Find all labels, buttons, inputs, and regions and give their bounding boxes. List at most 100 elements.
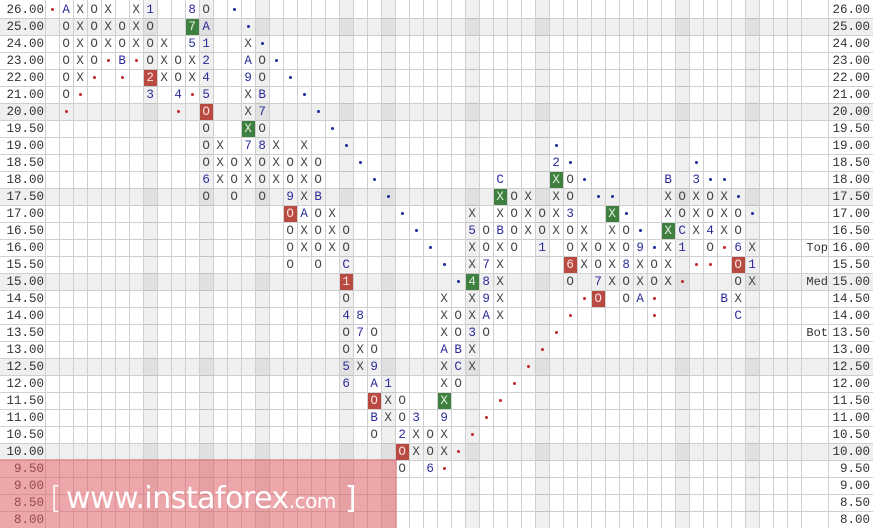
watermark-logo: [ www.instaforex.com ] (0, 459, 397, 528)
price-row (0, 308, 873, 325)
red-dot (652, 297, 656, 300)
grid-line (534, 0, 536, 528)
o-box: O (342, 224, 350, 238)
blue-dot (554, 144, 558, 147)
shaded-column (465, 0, 480, 528)
month-marker: B (314, 190, 322, 204)
o-box: O (510, 224, 518, 238)
blue-dot (722, 178, 726, 181)
blue-dot (442, 263, 446, 266)
o-box: O (286, 258, 294, 272)
x-box: X (440, 326, 448, 340)
o-box: O (706, 241, 714, 255)
price-label-right: 14.00 (832, 309, 870, 323)
price-row (0, 478, 873, 495)
x-box: X (468, 241, 476, 255)
price-label-right: 8.00 (839, 513, 870, 527)
x-box: X (437, 393, 451, 409)
red-dot (120, 76, 124, 79)
grid-line (282, 0, 284, 528)
o-box: O (258, 71, 266, 85)
price-row (0, 223, 873, 240)
o-box: O (482, 241, 490, 255)
x-box: X (188, 71, 196, 85)
grid-line (660, 0, 662, 528)
month-marker: 8 (356, 309, 364, 323)
price-label-right: 15.00 (832, 275, 870, 289)
grid-line (562, 0, 564, 528)
price-label-left: 19.00 (6, 139, 44, 153)
price-label-left: 15.00 (6, 275, 44, 289)
price-label-right: 18.00 (832, 173, 870, 187)
blue-dot (386, 195, 390, 198)
price-label-left: 11.00 (6, 411, 44, 425)
month-marker: 8 (188, 3, 196, 17)
x-box: X (496, 258, 504, 272)
grid-line (576, 0, 578, 528)
x-box: X (608, 258, 616, 272)
blue-dot (596, 195, 600, 198)
month-marker: 2 (202, 54, 210, 68)
blue-dot (302, 93, 306, 96)
o-box: O (62, 88, 70, 102)
price-label-left: 13.50 (6, 326, 44, 340)
o-box: O (230, 173, 238, 187)
month-marker: 9 (370, 360, 378, 374)
price-label-left: 19.50 (6, 122, 44, 136)
o-box: O (706, 190, 714, 204)
price-label-left: 18.50 (6, 156, 44, 170)
o-box: O (342, 343, 350, 357)
x-box: X (300, 156, 308, 170)
blue-dot (400, 212, 404, 215)
price-label-right: 17.00 (832, 207, 870, 221)
o-box: O (395, 444, 409, 460)
o-box: O (314, 224, 322, 238)
price-label-left: 14.50 (6, 292, 44, 306)
x-box: X (356, 360, 364, 374)
o-box: O (62, 54, 70, 68)
o-box: O (398, 462, 406, 476)
grid-line (772, 0, 774, 528)
x-box: X (496, 241, 504, 255)
x-box: X (608, 275, 616, 289)
x-box: X (580, 258, 588, 272)
month-marker: 6 (202, 173, 210, 187)
month-marker: 8 (482, 275, 490, 289)
price-label-left: 12.00 (6, 377, 44, 391)
x-box: X (300, 173, 308, 187)
x-box: X (468, 360, 476, 374)
grid-line (324, 0, 326, 528)
price-label-right: 15.50 (832, 258, 870, 272)
o-box: O (230, 190, 238, 204)
month-marker: 7 (258, 105, 266, 119)
x-box: X (440, 428, 448, 442)
month-marker: 9 (440, 411, 448, 425)
o-box: O (566, 173, 574, 187)
price-label-right: 24.00 (832, 37, 870, 51)
blue-dot (246, 25, 250, 28)
price-row (0, 87, 873, 104)
month-marker: C (496, 173, 504, 187)
o-box: O (622, 224, 630, 238)
price-label-right: 14.50 (832, 292, 870, 306)
o-box: O (230, 156, 238, 170)
o-box: O (650, 258, 658, 272)
price-label-left: 17.50 (6, 190, 44, 204)
month-marker: 7 (594, 275, 602, 289)
red-dot (582, 297, 586, 300)
x-box: X (241, 121, 255, 137)
x-box: X (440, 445, 448, 459)
red-dot (470, 433, 474, 436)
blue-dot (708, 178, 712, 181)
o-box: O (286, 241, 294, 255)
month-marker: A (370, 377, 378, 391)
grid-line (128, 0, 130, 528)
grid-line (394, 0, 396, 528)
x-box: X (549, 172, 563, 188)
o-box: O (594, 258, 602, 272)
price-label-right: 10.00 (832, 445, 870, 459)
x-box: X (440, 292, 448, 306)
x-box: X (468, 343, 476, 357)
price-row (0, 359, 873, 376)
price-row (0, 155, 873, 172)
